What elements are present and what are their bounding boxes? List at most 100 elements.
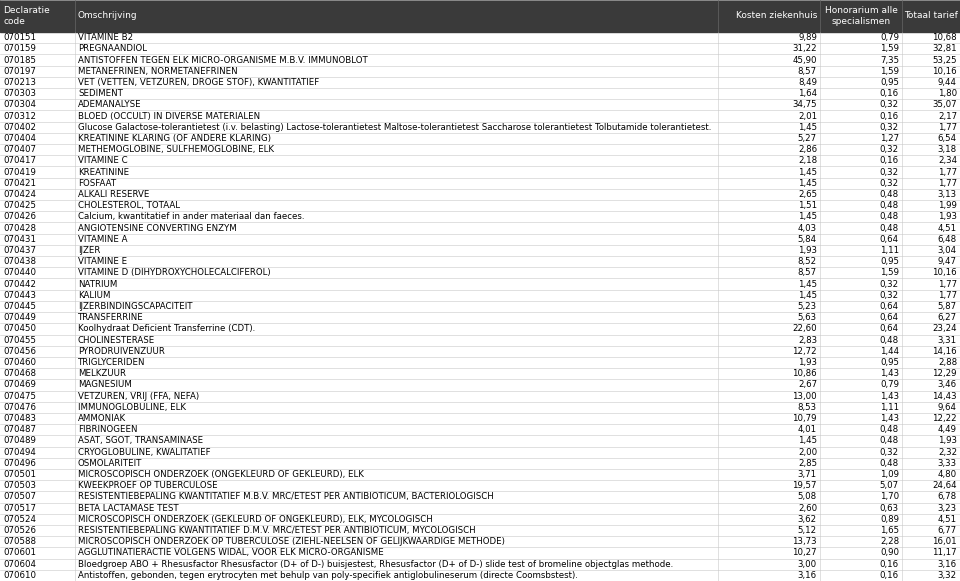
Text: 0,32: 0,32 bbox=[880, 123, 899, 132]
Bar bbox=[0, 435, 960, 447]
Text: KALIUM: KALIUM bbox=[78, 291, 110, 300]
Text: CHOLINESTERASE: CHOLINESTERASE bbox=[78, 336, 156, 345]
Text: 070449: 070449 bbox=[3, 313, 36, 322]
Text: VITAMINE C: VITAMINE C bbox=[78, 156, 128, 166]
Bar bbox=[0, 234, 960, 245]
Text: 6,48: 6,48 bbox=[938, 235, 957, 244]
Bar bbox=[0, 43, 960, 55]
Text: 0,48: 0,48 bbox=[880, 336, 899, 345]
Text: 0,90: 0,90 bbox=[880, 548, 899, 558]
Text: 4,01: 4,01 bbox=[798, 425, 817, 434]
Text: 1,93: 1,93 bbox=[798, 358, 817, 367]
Text: CRYOGLOBULINE, KWALITATIEF: CRYOGLOBULINE, KWALITATIEF bbox=[78, 447, 210, 457]
Text: 2,85: 2,85 bbox=[798, 459, 817, 468]
Text: 070304: 070304 bbox=[3, 101, 36, 109]
Text: 7,35: 7,35 bbox=[880, 56, 899, 64]
Text: 1,43: 1,43 bbox=[880, 369, 899, 378]
Text: 0,48: 0,48 bbox=[880, 436, 899, 446]
Bar bbox=[0, 514, 960, 525]
Text: 1,59: 1,59 bbox=[880, 268, 899, 277]
Text: Totaal tarief: Totaal tarief bbox=[904, 12, 958, 20]
Text: 8,57: 8,57 bbox=[798, 268, 817, 277]
Text: 3,16: 3,16 bbox=[798, 571, 817, 580]
Text: 13,00: 13,00 bbox=[792, 392, 817, 401]
Text: TRIGLYCERIDEN: TRIGLYCERIDEN bbox=[78, 358, 146, 367]
Text: 1,59: 1,59 bbox=[880, 44, 899, 53]
Bar bbox=[0, 55, 960, 66]
Text: 10,27: 10,27 bbox=[792, 548, 817, 558]
Text: 070487: 070487 bbox=[3, 425, 36, 434]
Text: 2,67: 2,67 bbox=[798, 381, 817, 389]
Text: 0,48: 0,48 bbox=[880, 190, 899, 199]
Text: 0,32: 0,32 bbox=[880, 279, 899, 289]
Bar bbox=[0, 413, 960, 424]
Text: 8,52: 8,52 bbox=[798, 257, 817, 266]
Bar bbox=[0, 200, 960, 211]
Text: 070468: 070468 bbox=[3, 369, 36, 378]
Text: 070445: 070445 bbox=[3, 302, 36, 311]
Text: 2,34: 2,34 bbox=[938, 156, 957, 166]
Text: AGGLUTINATIERACTIE VOLGENS WIDAL, VOOR ELK MICRO-ORGANISME: AGGLUTINATIERACTIE VOLGENS WIDAL, VOOR E… bbox=[78, 548, 384, 558]
Text: 0,64: 0,64 bbox=[880, 235, 899, 244]
Text: 1,51: 1,51 bbox=[798, 201, 817, 210]
Text: 070159: 070159 bbox=[3, 44, 36, 53]
Text: ANTISTOFFEN TEGEN ELK MICRO-ORGANISME M.B.V. IMMUNOBLOT: ANTISTOFFEN TEGEN ELK MICRO-ORGANISME M.… bbox=[78, 56, 368, 64]
Bar bbox=[0, 66, 960, 77]
Text: 3,33: 3,33 bbox=[938, 459, 957, 468]
Text: 35,07: 35,07 bbox=[932, 101, 957, 109]
Text: 2,60: 2,60 bbox=[798, 504, 817, 512]
Bar bbox=[0, 458, 960, 469]
Text: 0,16: 0,16 bbox=[880, 89, 899, 98]
Bar bbox=[0, 110, 960, 121]
Text: 3,04: 3,04 bbox=[938, 246, 957, 255]
Text: KREATININE KLARING (OF ANDERE KLARING): KREATININE KLARING (OF ANDERE KLARING) bbox=[78, 134, 271, 143]
Text: IMMUNOGLOBULINE, ELK: IMMUNOGLOBULINE, ELK bbox=[78, 403, 186, 412]
Text: IJZER: IJZER bbox=[78, 246, 101, 255]
Text: Calcium, kwantitatief in ander materiaal dan faeces.: Calcium, kwantitatief in ander materiaal… bbox=[78, 213, 304, 221]
Text: VET (VETTEN, VETZUREN, DROGE STOF), KWANTITATIEF: VET (VETTEN, VETZUREN, DROGE STOF), KWAN… bbox=[78, 78, 320, 87]
Text: 1,45: 1,45 bbox=[798, 291, 817, 300]
Text: 1,80: 1,80 bbox=[938, 89, 957, 98]
Text: 070507: 070507 bbox=[3, 493, 36, 501]
Text: 070610: 070610 bbox=[3, 571, 36, 580]
Text: 070443: 070443 bbox=[3, 291, 36, 300]
Text: 23,24: 23,24 bbox=[932, 324, 957, 333]
Text: ANGIOTENSINE CONVERTING ENZYM: ANGIOTENSINE CONVERTING ENZYM bbox=[78, 224, 237, 232]
Text: 0,95: 0,95 bbox=[880, 257, 899, 266]
Text: 3,13: 3,13 bbox=[938, 190, 957, 199]
Text: 1,70: 1,70 bbox=[880, 493, 899, 501]
Text: MICROSCOPISCH ONDERZOEK (ONGEKLEURD OF GEKLEURD), ELK: MICROSCOPISCH ONDERZOEK (ONGEKLEURD OF G… bbox=[78, 470, 364, 479]
Bar bbox=[0, 245, 960, 256]
Text: 32,81: 32,81 bbox=[932, 44, 957, 53]
Text: 9,47: 9,47 bbox=[938, 257, 957, 266]
Text: 0,16: 0,16 bbox=[880, 560, 899, 569]
Text: 53,25: 53,25 bbox=[932, 56, 957, 64]
Text: 1,45: 1,45 bbox=[798, 167, 817, 177]
Text: 6,27: 6,27 bbox=[938, 313, 957, 322]
Text: 070438: 070438 bbox=[3, 257, 36, 266]
Bar bbox=[0, 133, 960, 144]
Text: 1,45: 1,45 bbox=[798, 213, 817, 221]
Text: 10,16: 10,16 bbox=[932, 268, 957, 277]
Text: 0,32: 0,32 bbox=[880, 179, 899, 188]
Bar bbox=[0, 290, 960, 301]
Bar bbox=[0, 447, 960, 458]
Text: 9,64: 9,64 bbox=[938, 403, 957, 412]
Text: 3,31: 3,31 bbox=[938, 336, 957, 345]
Bar bbox=[0, 525, 960, 536]
Text: 10,16: 10,16 bbox=[932, 67, 957, 76]
Text: 16,01: 16,01 bbox=[932, 537, 957, 546]
Bar bbox=[0, 379, 960, 390]
Text: VITAMINE D (DIHYDROXYCHOLECALCIFEROL): VITAMINE D (DIHYDROXYCHOLECALCIFEROL) bbox=[78, 268, 271, 277]
Text: 070503: 070503 bbox=[3, 481, 36, 490]
Text: 070469: 070469 bbox=[3, 381, 36, 389]
Bar bbox=[0, 77, 960, 88]
Text: 5,63: 5,63 bbox=[798, 313, 817, 322]
Bar bbox=[0, 357, 960, 368]
Text: NATRIUM: NATRIUM bbox=[78, 279, 117, 289]
Text: Glucose Galactose-tolerantietest (i.v. belasting) Lactose-tolerantietest Maltose: Glucose Galactose-tolerantietest (i.v. b… bbox=[78, 123, 711, 132]
Text: 3,18: 3,18 bbox=[938, 145, 957, 154]
Text: 1,77: 1,77 bbox=[938, 291, 957, 300]
Text: 0,16: 0,16 bbox=[880, 112, 899, 120]
Text: 070402: 070402 bbox=[3, 123, 36, 132]
